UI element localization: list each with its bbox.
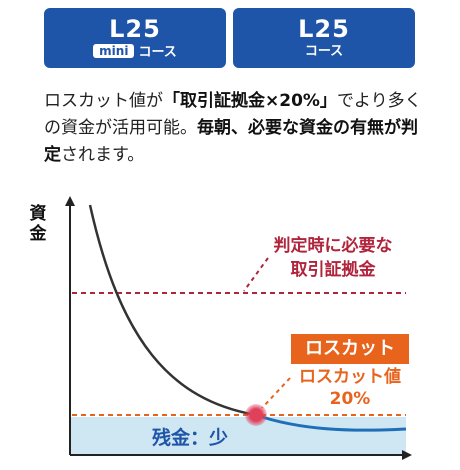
remaining-funds-label: 残金：少 [151,427,228,449]
required-label-line2: 取引証拠金 [290,260,376,280]
y-axis-arrow [65,196,75,206]
losscut-label-box: ロスカット [291,334,409,364]
losscut-value-line1: ロスカット値 [299,367,401,387]
mini-badge: mini [93,44,135,58]
desc-part: ロスカット値が [44,91,163,111]
description-text: ロスカット値が「取引証拠金×20%」でより多くの資金が活用可能。毎朝、必要な資金… [44,88,424,169]
required-pointer [243,257,269,292]
course-sub-label: コース [304,44,344,59]
course-code: L25 [298,15,350,43]
course-sub-label: コース [138,45,177,60]
course-button-l25-mini[interactable]: L25 mini コース [44,8,226,68]
funds-curve [88,204,257,417]
desc-bold-part: 「取引証拠金×20%」 [163,91,337,111]
losscut-value-label: ロスカット値 20% [280,366,420,410]
funds-curve-after [255,413,407,432]
course-code: L25 [109,15,161,43]
remaining-funds-area [70,417,406,455]
required-margin-label: 判定時に必要な 取引証拠金 [258,234,408,282]
desc-part: されます。 [61,145,145,165]
course-sub: mini コース [44,44,226,61]
y-axis-title: 資金 [29,204,47,244]
x-axis-arrow [402,450,412,460]
required-label-line1: 判定時に必要な [273,236,393,256]
desc-part: でより多くの資金が活用可能。 [44,91,422,138]
losscut-value-line2: 20% [329,389,371,409]
course-button-l25[interactable]: L25 コース [233,8,415,68]
losscut-pointer [261,377,291,409]
desc-bold-part: 毎朝、必要な資金の有無が判定 [44,118,418,165]
